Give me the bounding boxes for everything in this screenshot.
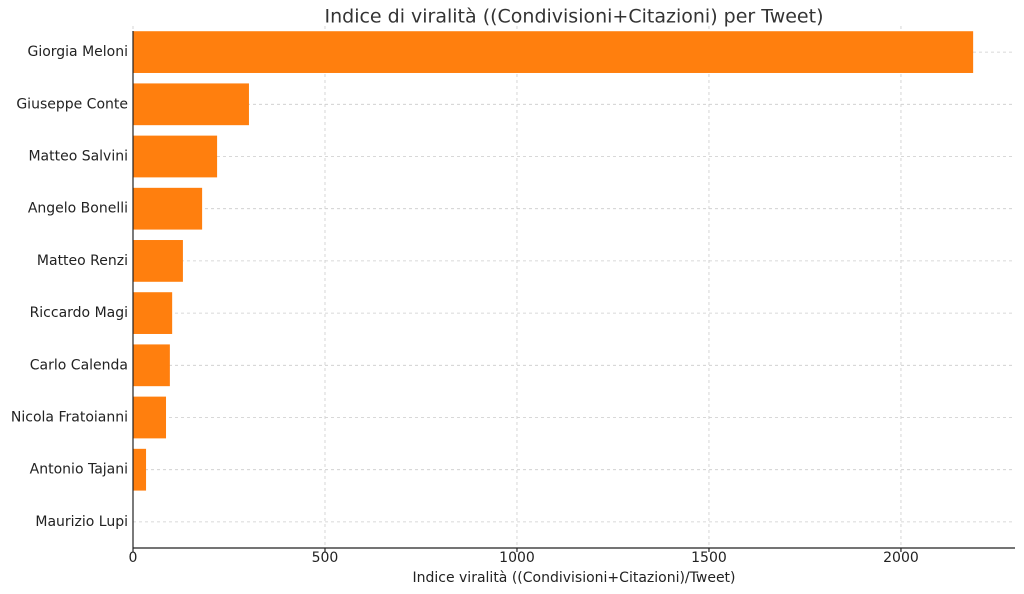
- bar: [133, 396, 167, 439]
- x-tick-label: 1500: [691, 550, 727, 566]
- x-tick-label: 2000: [883, 550, 919, 566]
- y-tick-label: Matteo Renzi: [37, 253, 128, 269]
- x-tick-label: 1000: [499, 550, 535, 566]
- y-tick-label: Matteo Salvini: [28, 149, 128, 165]
- bar: [133, 187, 203, 230]
- y-tick-label: Riccardo Magi: [30, 305, 128, 321]
- bar: [133, 83, 249, 126]
- bar: [133, 292, 173, 334]
- y-tick-label: Giorgia Meloni: [27, 44, 128, 60]
- y-tick-label: Maurizio Lupi: [35, 514, 128, 530]
- x-tick-label: 500: [312, 550, 339, 566]
- y-tick-label: Antonio Tajani: [30, 462, 128, 478]
- y-tick-label: Angelo Bonelli: [28, 201, 128, 217]
- bar: [133, 240, 183, 282]
- y-tick-label: Nicola Fratoianni: [11, 410, 128, 426]
- x-axis-label: Indice viralità ((Condivisioni+Citazioni…: [412, 570, 735, 586]
- bar: [133, 31, 974, 73]
- y-tick-label: Carlo Calenda: [30, 357, 128, 373]
- bar: [133, 344, 170, 387]
- bar: [133, 135, 218, 178]
- chart-title: Indice di viralità ((Condivisioni+Citazi…: [324, 6, 823, 28]
- bar: [133, 448, 147, 491]
- x-tick-label: 0: [129, 550, 138, 566]
- y-tick-label: Giuseppe Conte: [16, 96, 128, 112]
